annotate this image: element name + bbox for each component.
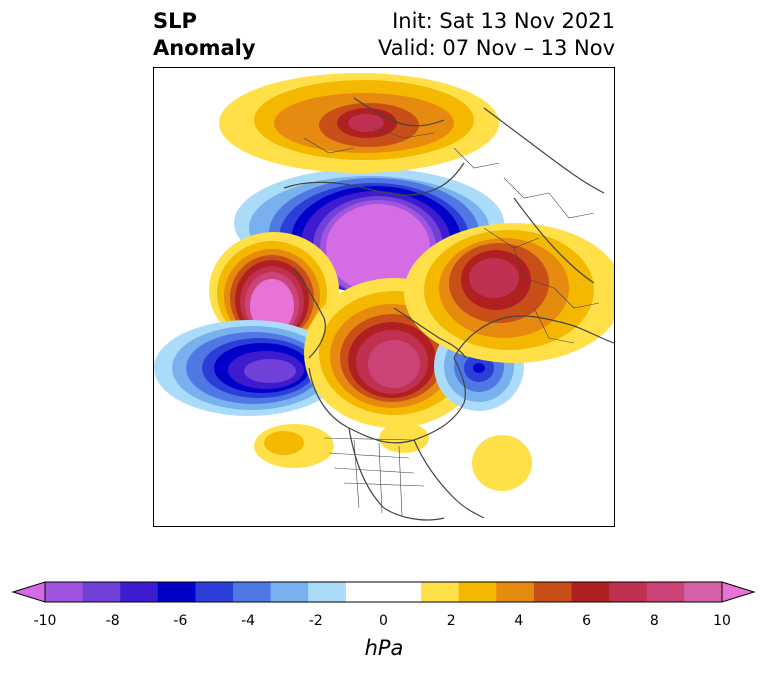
- siberia-positive-anomaly: [219, 73, 499, 173]
- map-panel: [153, 67, 615, 527]
- colorbar-tick-label: 4: [514, 613, 524, 629]
- colorbar-tick-label: 0: [379, 613, 388, 629]
- colorbar-tick-label: -8: [105, 613, 120, 629]
- colorbar-level-box: [270, 582, 309, 602]
- colorbar-tick-label: 10: [713, 613, 731, 629]
- colorbar-tick-label: -10: [33, 613, 57, 629]
- chart-title-variable: SLP Anomaly: [153, 8, 256, 62]
- colorbar-level-box: [195, 582, 234, 602]
- colorbar-under-triangle: [11, 581, 46, 603]
- borders: [303, 127, 600, 517]
- colorbar-level-box: [308, 582, 347, 602]
- anomaly-map: [154, 68, 614, 526]
- colorbar-tick-label: 6: [582, 613, 592, 629]
- coastlines: [283, 97, 614, 521]
- colorbar-level-box: [646, 582, 685, 602]
- colorbar-level-box: [533, 582, 573, 602]
- colorbar-level-box: [684, 582, 723, 602]
- colorbar-level-box: [383, 582, 422, 602]
- valid-period: Valid: 07 Nov – 13 Nov: [378, 36, 615, 60]
- variable-line-2: Anomaly: [153, 36, 256, 60]
- colorbar-level-box: [571, 582, 610, 602]
- pacific-negative-anomaly: [154, 320, 344, 416]
- colorbar-over-triangle: [721, 581, 756, 603]
- colorbar-level-box: [609, 582, 648, 602]
- colorbar-level-box: [421, 582, 460, 602]
- chart-title-dates: Init: Sat 13 Nov 2021 Valid: 07 Nov – 13…: [378, 8, 615, 62]
- colorbar-tick-labels: -10 -8 -6 -4 -2 0 2 4 6 8 10: [0, 613, 768, 633]
- colorbar-tick-label: -2: [308, 613, 323, 629]
- colorbar-tick-label: 8: [649, 613, 659, 629]
- colorbar-level-box: [496, 582, 535, 602]
- colorbar-level-box: [458, 582, 497, 602]
- colorbar-tick-label: -6: [173, 613, 188, 629]
- colorbar-units: hPa: [364, 636, 404, 660]
- colorbar-level-box: [82, 582, 121, 602]
- scandinavia-positive-anomaly: [404, 223, 614, 363]
- colorbar: [11, 581, 756, 603]
- init-time: Init: Sat 13 Nov 2021: [392, 9, 615, 33]
- colorbar-level-box: [45, 582, 84, 602]
- colorbar-level-box: [233, 582, 272, 602]
- colorbar-level-box: [345, 582, 384, 602]
- alaska-positive-anomaly: [209, 232, 339, 348]
- small-positive-anomalies: [254, 423, 532, 491]
- colorbar-level-box: [157, 582, 196, 602]
- colorbar-tick-label: 2: [446, 613, 456, 629]
- colorbar-tick-label: -4: [241, 613, 256, 629]
- colorbar-level-box: [120, 582, 159, 602]
- variable-line-1: SLP: [153, 9, 197, 33]
